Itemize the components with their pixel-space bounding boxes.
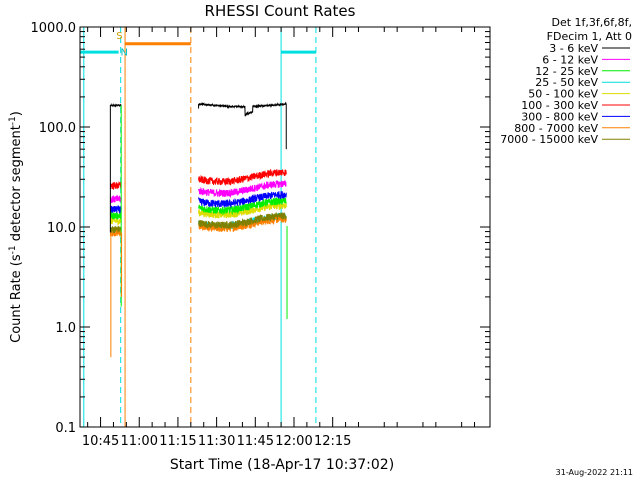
- plot-frame: [79, 26, 491, 428]
- legend-entry-label: 50 - 100 keV: [528, 88, 598, 101]
- legend-header-line-1: Det 1f,3f,6f,8f,: [551, 16, 632, 29]
- y-tick-label: 0.1: [55, 421, 76, 436]
- series-line: [109, 180, 287, 204]
- legend-entry-label: 800 - 7000 keV: [514, 122, 598, 135]
- footer-timestamp: 31-Aug-2022 21:11: [556, 468, 633, 477]
- legend-header-line-2: FDecim 1, Att 0: [547, 30, 632, 43]
- series-line: [109, 211, 287, 234]
- annotation-label: S: [116, 31, 122, 42]
- x-tick-label: 10:45: [82, 434, 119, 449]
- legend-entry-label: 6 - 12 keV: [542, 53, 598, 66]
- legend: Det 1f,3f,6f,8f, FDecim 1, Att 0 3 - 6 k…: [500, 16, 632, 146]
- y-axis-label: Count Rate (s-1 detector segment-1): [8, 111, 24, 343]
- chart-title: RHESSI Count Rates: [205, 2, 356, 20]
- x-tick-label: 12:15: [314, 434, 351, 449]
- legend-entry-label: 3 - 6 keV: [549, 42, 598, 55]
- y-tick-label: 10.0: [47, 221, 76, 236]
- y-tick-label: 1.0: [55, 321, 76, 336]
- axes: 0.1 1.0 10.0 100.0 1000.0 10:45 11:00 11:15 11:3…: [31, 21, 490, 449]
- series-line: [109, 191, 287, 214]
- x-tick-label: 11:15: [159, 434, 196, 449]
- x-tick-label: 11:30: [198, 434, 235, 449]
- y-tick-label: 1000.0: [31, 21, 77, 36]
- legend-entry-label: 7000 - 15000 keV: [500, 133, 598, 146]
- x-tick-label: 11:00: [121, 434, 158, 449]
- series-line: [109, 101, 287, 117]
- series-line: [109, 196, 287, 220]
- annotation-label: N: [121, 47, 128, 58]
- legend-entry-label: 300 - 800 keV: [521, 110, 598, 123]
- series-line: [109, 168, 287, 191]
- y-tick-label: 100.0: [39, 121, 76, 136]
- legend-entry-label: 100 - 300 keV: [521, 99, 598, 112]
- legend-entry-label: 25 - 50 keV: [535, 76, 598, 89]
- plot-data: SN: [79, 27, 317, 427]
- x-tick-label: 12:00: [275, 434, 312, 449]
- x-axis-label: Start Time (18-Apr-17 10:37:02): [170, 457, 394, 473]
- legend-entry-label: 12 - 25 keV: [535, 65, 598, 78]
- x-tick-label: 11:45: [237, 434, 274, 449]
